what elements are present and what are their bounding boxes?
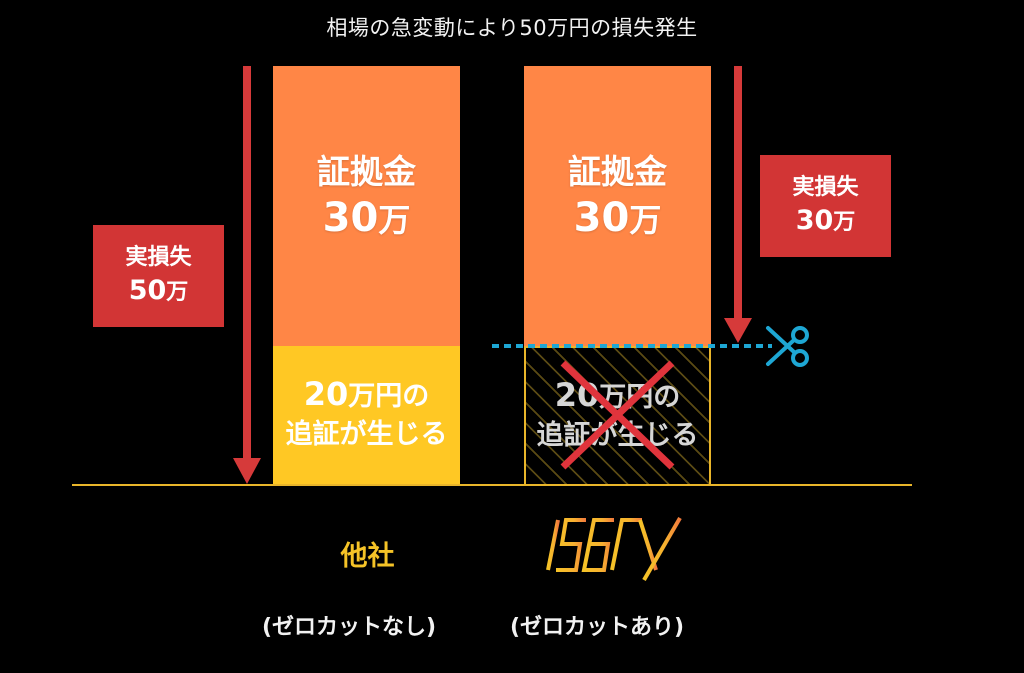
scissors-icon bbox=[766, 326, 809, 367]
right-margin-call-line2: 追証が生じる bbox=[536, 419, 699, 451]
right-loss-box: 実損失 30万 bbox=[760, 155, 891, 257]
left-loss-arrow-icon bbox=[233, 66, 261, 484]
caption-with-zero-cut: (ゼロカットあり) bbox=[510, 615, 685, 640]
company-other-label: 他社 bbox=[340, 541, 395, 572]
caption-no-zero-cut: (ゼロカットなし) bbox=[262, 615, 437, 640]
left-margin-bar: 証拠金 30万 bbox=[273, 66, 460, 346]
right-loss-amount: 30万 bbox=[795, 205, 856, 236]
right-margin-label: 証拠金 bbox=[568, 152, 667, 191]
cross-mark-icon bbox=[560, 360, 675, 470]
right-margin-bar: 証拠金 30万 bbox=[524, 66, 711, 346]
zero-cut-line bbox=[492, 344, 772, 348]
left-margin-label: 証拠金 bbox=[317, 152, 416, 191]
left-margin-call-line1: 20万円の bbox=[303, 375, 430, 413]
left-loss-box: 実損失 50万 bbox=[93, 225, 224, 327]
left-margin-amount: 30万 bbox=[322, 195, 411, 241]
diagram-title: 相場の急変動により50万円の損失発生 bbox=[326, 16, 698, 40]
is6fx-logo bbox=[546, 516, 682, 582]
left-loss-amount: 50万 bbox=[128, 275, 189, 306]
left-loss-label: 実損失 bbox=[125, 245, 192, 270]
right-loss-label: 実損失 bbox=[792, 175, 859, 200]
left-margin-call-line2: 追証が生じる bbox=[285, 419, 448, 450]
left-margin-call-bar: 20万円の 追証が生じる bbox=[273, 346, 460, 485]
right-margin-amount: 30万 bbox=[573, 195, 662, 241]
right-cancelled-margin-call-box: 20万円の 追証が生じる bbox=[524, 346, 711, 486]
right-loss-arrow-icon bbox=[724, 66, 752, 343]
baseline bbox=[72, 484, 912, 486]
